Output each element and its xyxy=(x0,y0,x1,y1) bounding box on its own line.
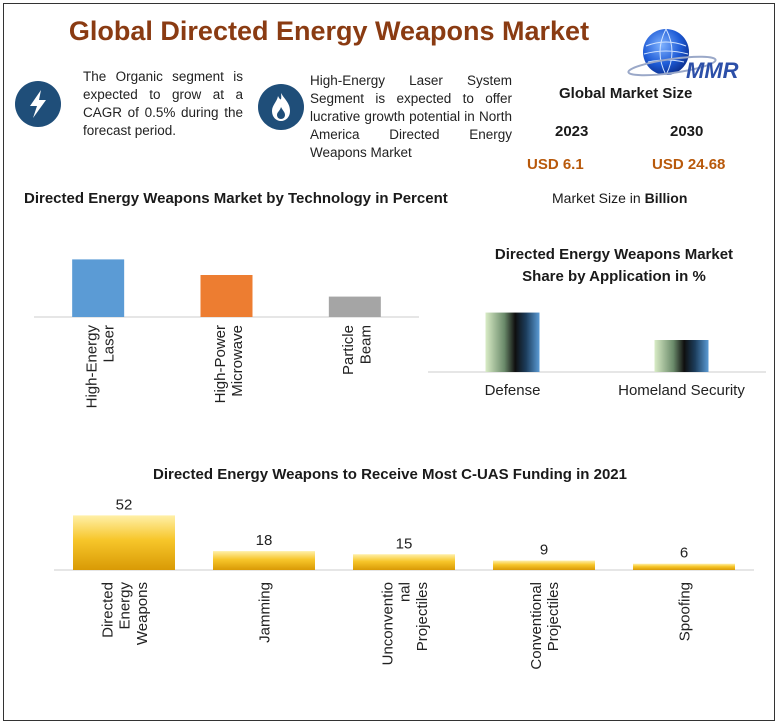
technology-chart: High-EnergyLaser High-PowerMicrowave Parti… xyxy=(34,259,419,408)
globe-icon xyxy=(643,29,689,75)
bar-directed-energy-weapons xyxy=(73,515,175,570)
infographic-frame: Global Directed Energy Weapons Market MM… xyxy=(3,3,775,721)
bar-defense xyxy=(485,312,540,372)
year-2023: 2023 xyxy=(555,123,589,140)
bar-jamming xyxy=(213,551,315,570)
logo-text: MMR xyxy=(686,58,739,83)
unit-bold: Billion xyxy=(644,190,688,206)
year-2030: 2030 xyxy=(670,123,704,140)
tick-label-high-energy-laser: High-EnergyLaser xyxy=(83,325,117,409)
tick-label-unconventional-projectiles: UnconventionalProjectiles xyxy=(379,582,431,665)
application-chart-title: Directed Energy Weapons Market Share by … xyxy=(434,244,774,288)
charts-canvas: High-EnergyLaser High-PowerMicrowave Parti… xyxy=(34,259,766,670)
value-2023: USD 6.1 xyxy=(527,156,584,173)
funding-chart: 52 DirectedEnergyWeapons 18 Jamming 15 Unconv… xyxy=(54,496,754,670)
bar-spoofing xyxy=(633,563,735,570)
tick-label-defense: Defense xyxy=(485,382,541,399)
tick-label-particle-beam: ParticleBeam xyxy=(340,325,374,375)
bar-conventional-projectiles xyxy=(493,560,595,570)
application-title-line-1: Directed Energy Weapons Market xyxy=(494,246,734,263)
funding-chart-title: Directed Energy Weapons to Receive Most … xyxy=(153,466,627,483)
data-label-directed-energy-weapons: 52 xyxy=(116,496,133,513)
tick-label-directed-energy-weapons: DirectedEnergyWeapons xyxy=(99,582,151,646)
lightning-bolt-icon xyxy=(15,81,61,127)
flame-icon xyxy=(258,84,304,130)
page-title: Global Directed Energy Weapons Market xyxy=(68,16,590,46)
highlight-laser-text: High-Energy Laser System Segment is expe… xyxy=(310,73,512,160)
tick-label-spoofing: Spoofing xyxy=(676,582,693,641)
mmr-logo: MMR xyxy=(627,28,739,83)
bar-high-energy-laser xyxy=(72,259,125,317)
bar-particle-beam xyxy=(328,296,381,317)
tick-label-conventional-projectiles: ConventionalProjectiles xyxy=(528,582,562,670)
tick-label-homeland-security: Homeland Security xyxy=(618,382,745,399)
highlight-organic-text: The Organic segment is expected to grow … xyxy=(83,69,243,138)
data-label-spoofing: 6 xyxy=(680,545,688,562)
market-size-unit: Market Size in Billion xyxy=(552,190,687,206)
data-label-jamming: 18 xyxy=(256,532,273,549)
market-size-title: Global Market Size xyxy=(559,85,693,102)
application-chart: Defense Homeland Security xyxy=(428,312,766,399)
bar-homeland-security xyxy=(654,340,709,372)
tick-label-high-power-microwave: High-PowerMicrowave xyxy=(212,325,246,403)
value-2030: USD 24.68 xyxy=(652,156,726,173)
tick-label-jamming: Jamming xyxy=(256,582,273,643)
technology-chart-title: Directed Energy Weapons Market by Techno… xyxy=(24,190,448,207)
application-title-line-2: Share by Application in % xyxy=(522,268,706,285)
unit-prefix: Market Size in xyxy=(552,190,645,206)
bar-high-power-microwave xyxy=(200,275,253,317)
data-label-conventional-projectiles: 9 xyxy=(540,542,548,559)
bar-unconventional-projectiles xyxy=(353,554,455,570)
data-label-unconventional-projectiles: 15 xyxy=(396,535,413,552)
